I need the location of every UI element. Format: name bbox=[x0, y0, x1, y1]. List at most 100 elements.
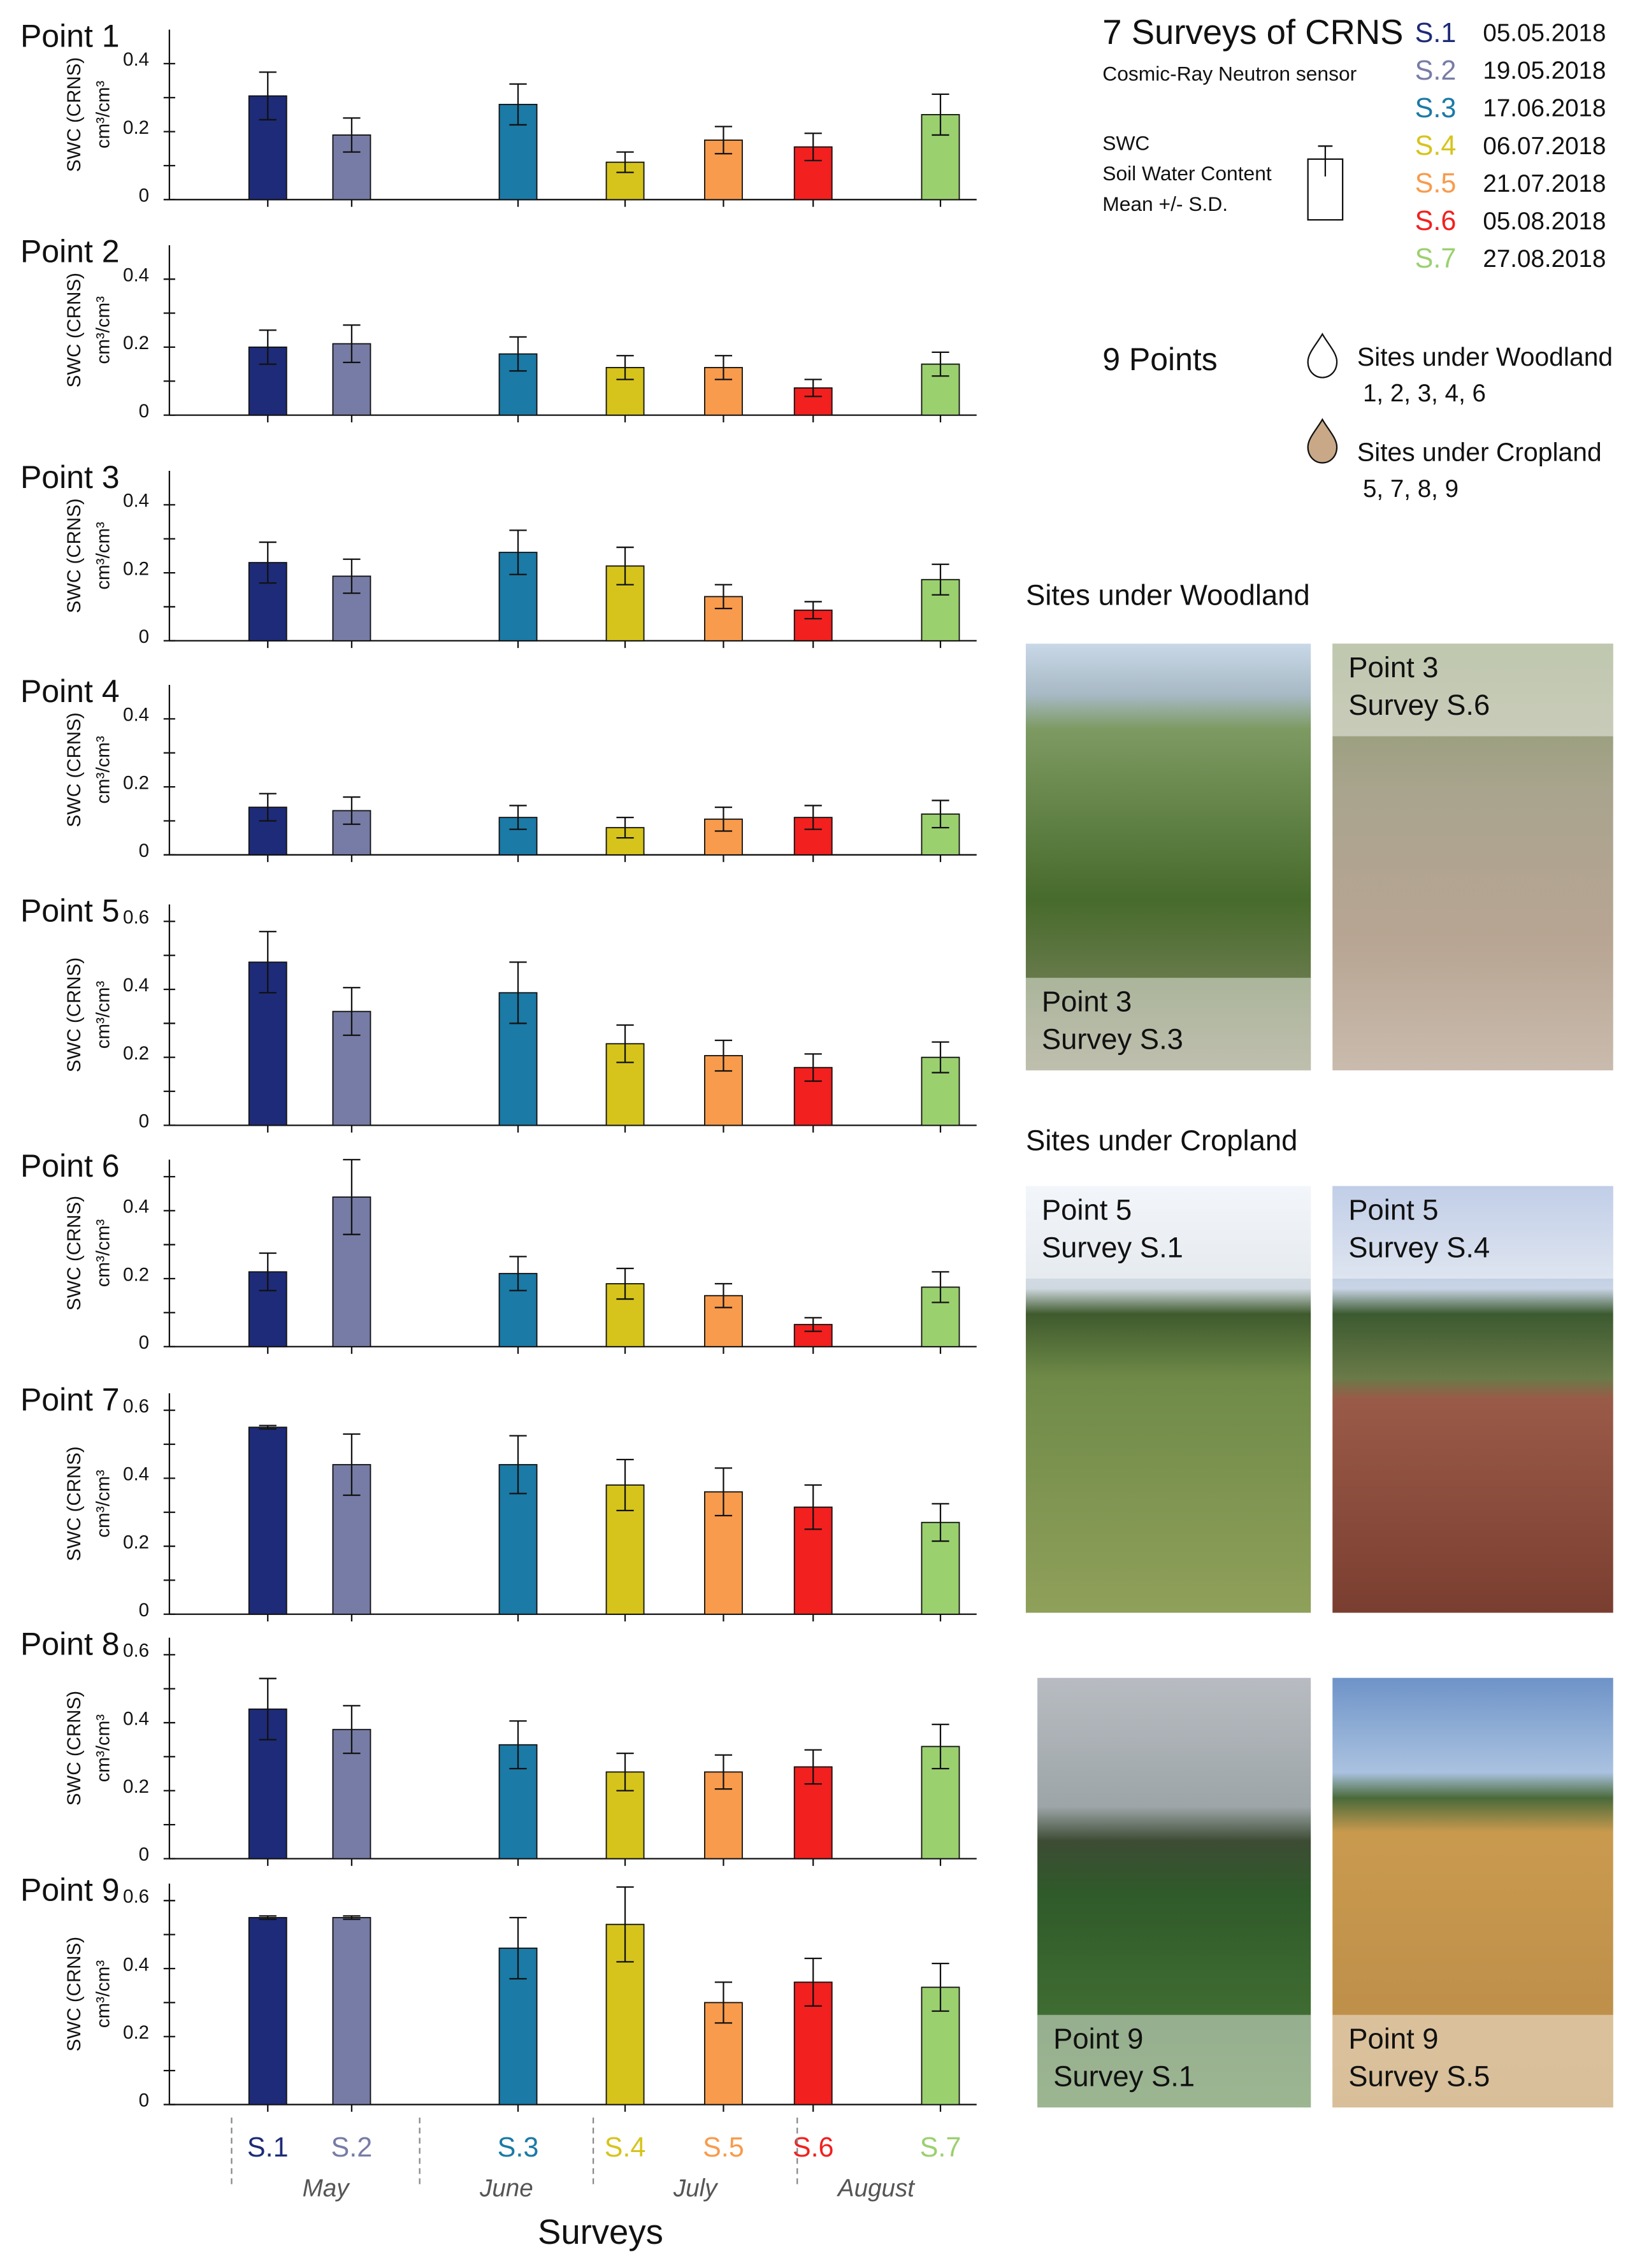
site-label: Sites under Woodland bbox=[1357, 342, 1613, 371]
y-tick-label: 0 bbox=[139, 1600, 149, 1621]
photo-caption: Point 9 bbox=[1053, 2023, 1143, 2055]
chart-title: Point 7 bbox=[20, 1382, 119, 1418]
photo bbox=[1332, 643, 1613, 1071]
legend-code: S.7 bbox=[1415, 243, 1457, 274]
y-tick-label: 0.2 bbox=[123, 117, 149, 138]
y-tick-label: 0.4 bbox=[123, 1464, 149, 1485]
y-axis-label: SWC (CRNS) bbox=[64, 712, 85, 827]
month-label: May bbox=[303, 2175, 351, 2202]
chart-title: Point 1 bbox=[20, 18, 119, 54]
x-tick-label: S.1 bbox=[247, 2132, 289, 2163]
y-axis-label: SWC (CRNS) bbox=[64, 1937, 85, 2051]
photo-caption: Survey S.1 bbox=[1053, 2060, 1195, 2093]
points-title: 9 Points bbox=[1102, 341, 1217, 377]
photo-caption: Survey S.3 bbox=[1042, 1023, 1183, 1056]
y-tick-label: 0.4 bbox=[123, 491, 149, 512]
chart-title: Point 4 bbox=[20, 673, 119, 709]
chart-title: Point 9 bbox=[20, 1872, 119, 1907]
y-tick-label: 0 bbox=[139, 2090, 149, 2111]
y-tick-label: 0.6 bbox=[123, 907, 149, 928]
swc-legend-text: Soil Water Content bbox=[1102, 162, 1272, 185]
legend-code: S.5 bbox=[1415, 168, 1457, 199]
y-tick-label: 0.2 bbox=[123, 333, 149, 354]
y-axis-label: cm³/cm³ bbox=[92, 1470, 113, 1538]
bar bbox=[704, 1055, 743, 1126]
photo bbox=[1332, 1677, 1613, 2107]
y-axis-label: cm³/cm³ bbox=[92, 1714, 113, 1783]
legend-date: 19.05.2018 bbox=[1483, 57, 1606, 85]
legend-code: S.6 bbox=[1415, 206, 1457, 236]
x-tick-label: S.4 bbox=[605, 2132, 646, 2163]
legend-code: S.3 bbox=[1415, 93, 1457, 124]
site-label: Sites under Cropland bbox=[1357, 438, 1602, 467]
y-tick-label: 0 bbox=[139, 401, 149, 422]
photo-caption: Point 3 bbox=[1042, 986, 1132, 1018]
bar bbox=[704, 367, 743, 416]
y-axis-label: SWC (CRNS) bbox=[64, 1691, 85, 1805]
y-tick-label: 0 bbox=[139, 840, 149, 861]
x-tick-label: S.2 bbox=[331, 2132, 373, 2163]
y-tick-label: 0.2 bbox=[123, 1532, 149, 1553]
legend-date: 05.08.2018 bbox=[1483, 208, 1606, 235]
y-tick-label: 0.2 bbox=[123, 2022, 149, 2043]
legend-subtitle: Cosmic-Ray Neutron sensor bbox=[1102, 62, 1357, 85]
photo-caption: Survey S.6 bbox=[1348, 689, 1490, 721]
y-tick-label: 0.2 bbox=[123, 1043, 149, 1064]
photo-caption: Survey S.4 bbox=[1348, 1231, 1490, 1264]
photo-caption-band bbox=[1332, 643, 1613, 736]
bar bbox=[248, 1426, 287, 1615]
y-tick-label: 0.4 bbox=[123, 975, 149, 996]
y-tick-label: 0.2 bbox=[123, 558, 149, 579]
y-tick-label: 0.4 bbox=[123, 705, 149, 726]
y-tick-label: 0 bbox=[139, 185, 149, 206]
y-tick-label: 0.2 bbox=[123, 1776, 149, 1797]
legend-date: 05.05.2018 bbox=[1483, 20, 1606, 47]
photo-caption: Point 9 bbox=[1348, 2023, 1438, 2055]
bar bbox=[605, 161, 645, 201]
y-tick-label: 0.2 bbox=[123, 772, 149, 793]
photo-caption: Point 5 bbox=[1042, 1194, 1132, 1226]
photo-caption: Point 3 bbox=[1348, 651, 1438, 684]
y-axis-label: SWC (CRNS) bbox=[64, 273, 85, 387]
swc-legend-text: Mean +/- S.D. bbox=[1102, 192, 1228, 215]
legend-date: 21.07.2018 bbox=[1483, 170, 1606, 197]
y-tick-label: 0.4 bbox=[123, 264, 149, 285]
site-points: 1, 2, 3, 4, 6 bbox=[1363, 380, 1486, 407]
photo-caption-band bbox=[1332, 2014, 1613, 2107]
photo bbox=[1332, 1186, 1613, 1613]
y-axis-label: SWC (CRNS) bbox=[64, 1446, 85, 1561]
y-tick-label: 0.4 bbox=[123, 1196, 149, 1217]
swc-legend-text: SWC bbox=[1102, 131, 1149, 154]
y-axis-label: cm³/cm³ bbox=[92, 1219, 113, 1288]
photo-caption: Survey S.1 bbox=[1042, 1231, 1183, 1264]
y-axis-label: SWC (CRNS) bbox=[64, 57, 85, 172]
y-tick-label: 0.4 bbox=[123, 1708, 149, 1729]
bar bbox=[605, 1283, 645, 1347]
site-points: 5, 7, 8, 9 bbox=[1363, 475, 1459, 503]
y-tick-label: 0.4 bbox=[123, 1954, 149, 1975]
photo-caption: Point 5 bbox=[1348, 1194, 1438, 1226]
y-axis-label: SWC (CRNS) bbox=[64, 498, 85, 613]
y-tick-label: 0 bbox=[139, 1844, 149, 1865]
y-tick-label: 0 bbox=[139, 626, 149, 647]
x-tick-label: S.6 bbox=[793, 2132, 834, 2163]
y-axis-label: SWC (CRNS) bbox=[64, 958, 85, 1072]
month-label: August bbox=[837, 2175, 916, 2202]
photo-caption-band bbox=[1332, 1186, 1613, 1279]
chart-title: Point 2 bbox=[20, 234, 119, 269]
y-axis-label: SWC (CRNS) bbox=[64, 1196, 85, 1310]
chart-title: Point 8 bbox=[20, 1626, 119, 1662]
y-axis-label: cm³/cm³ bbox=[92, 296, 113, 364]
month-label: July bbox=[673, 2175, 719, 2202]
legend-code: S.4 bbox=[1415, 131, 1457, 161]
photo-caption-band bbox=[1037, 2014, 1311, 2107]
section-heading: Sites under Cropland bbox=[1026, 1124, 1297, 1157]
site-icon bbox=[1307, 418, 1338, 464]
y-tick-label: 0 bbox=[139, 1332, 149, 1353]
photo bbox=[1025, 643, 1311, 1071]
x-tick-label: S.5 bbox=[703, 2132, 744, 2163]
legend-title: 7 Surveys of CRNS bbox=[1102, 13, 1403, 52]
y-axis-label: cm³/cm³ bbox=[92, 81, 113, 149]
